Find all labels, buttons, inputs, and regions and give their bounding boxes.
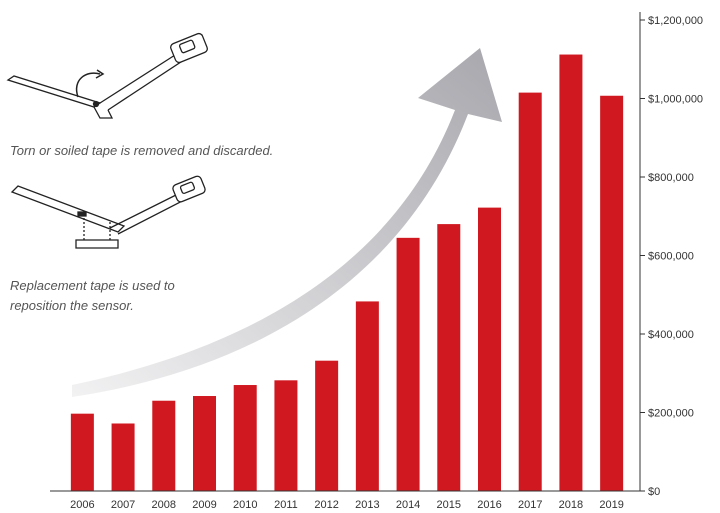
- bar-2006: [70, 413, 94, 491]
- x-tick-label-2018: 2018: [559, 499, 583, 511]
- bar-2011: [274, 380, 298, 491]
- x-tick-label-2006: 2006: [70, 499, 94, 511]
- x-tick-label-2012: 2012: [314, 499, 338, 511]
- x-tick-label-2008: 2008: [152, 499, 176, 511]
- bar-2008: [152, 400, 176, 491]
- caption-tape-replacement: Replacement tape is used to reposition t…: [10, 276, 175, 316]
- y-tick-label: $1,200,000: [648, 15, 703, 27]
- x-tick-label-2011: 2011: [274, 499, 298, 511]
- bar-2010: [233, 385, 257, 491]
- bar-2018: [559, 54, 583, 491]
- y-tick-label: $0: [648, 486, 660, 498]
- x-tick-label-2019: 2019: [599, 499, 623, 511]
- x-tick-label-2010: 2010: [233, 499, 257, 511]
- x-tick-label-2007: 2007: [111, 499, 135, 511]
- y-tick-label: $400,000: [648, 329, 694, 341]
- bar-2014: [396, 237, 420, 491]
- bar-2012: [315, 360, 339, 491]
- x-tick-label-2015: 2015: [437, 499, 461, 511]
- bar-2013: [355, 301, 379, 491]
- bar-2017: [518, 92, 542, 492]
- x-tick-label-2014: 2014: [396, 499, 420, 511]
- bar-2007: [111, 423, 135, 491]
- bar-2016: [478, 207, 501, 492]
- caption-line-2: reposition the sensor.: [10, 298, 134, 313]
- caption-tape-removed: Torn or soiled tape is removed and disca…: [10, 143, 274, 158]
- caption-line-1: Replacement tape is used to: [10, 278, 175, 293]
- y-tick-label: $800,000: [648, 172, 694, 184]
- x-tick-label-2016: 2016: [477, 499, 501, 511]
- sensor-tape-replacement-illustration: [10, 175, 206, 249]
- bar-2009: [193, 396, 216, 491]
- y-tick-label: $200,000: [648, 408, 694, 420]
- y-tick-label: $1,000,000: [648, 94, 703, 106]
- x-tick-label-2017: 2017: [518, 499, 542, 511]
- x-tick-label-2013: 2013: [355, 499, 379, 511]
- x-tick-label-2009: 2009: [192, 499, 216, 511]
- sensor-tape-removal-illustration: [6, 32, 208, 119]
- bar-2019: [600, 95, 624, 491]
- y-tick-label: $600,000: [648, 251, 694, 263]
- growth-arrow: [72, 48, 502, 397]
- bar-2015: [437, 224, 461, 491]
